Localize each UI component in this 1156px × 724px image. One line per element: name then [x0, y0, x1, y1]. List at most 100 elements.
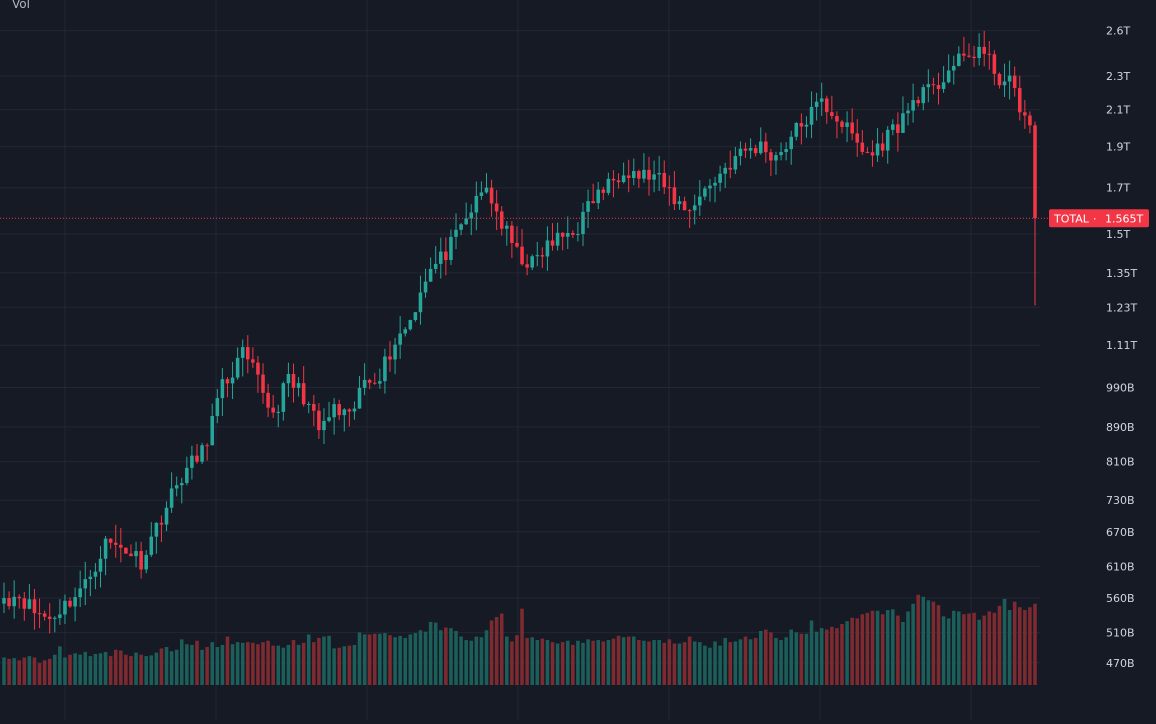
volume-bar	[789, 629, 793, 685]
candle-body	[484, 187, 489, 193]
volume-bar	[718, 645, 722, 685]
candle-body	[692, 205, 697, 211]
candle-body	[616, 180, 621, 183]
volume-bar	[774, 637, 778, 685]
volume-bar	[865, 612, 870, 685]
volume-bar	[119, 650, 123, 685]
volume-bar	[27, 656, 32, 685]
candle-body	[367, 379, 372, 383]
candle-body	[276, 411, 281, 413]
candle-body	[911, 100, 915, 111]
volume-bar	[449, 628, 453, 685]
volume-bar	[794, 632, 799, 685]
candle-body	[494, 203, 499, 212]
volume-bar	[799, 633, 804, 685]
candle-body	[520, 246, 524, 265]
candle-body	[1012, 75, 1017, 89]
volume-bar	[901, 621, 905, 685]
volume-bar	[1023, 610, 1027, 685]
volume-bar	[1007, 610, 1012, 685]
candle-body	[743, 148, 748, 151]
volume-bar	[906, 611, 910, 685]
volume-bar	[53, 654, 57, 685]
candle-body	[565, 232, 570, 237]
volume-bar	[489, 620, 494, 685]
candle-body	[596, 189, 600, 204]
volume-bar	[809, 620, 814, 685]
candle-body	[342, 409, 347, 416]
volume-bar	[479, 637, 484, 685]
volume-bar	[251, 642, 255, 685]
volume-bar	[662, 642, 667, 685]
volume-bar	[352, 644, 357, 685]
volume-bar	[631, 636, 636, 685]
volume-bar	[347, 645, 352, 685]
candle-body	[819, 98, 824, 102]
candle-body	[728, 167, 733, 170]
price-axis[interactable]: 2.6T 2.3T 2.1T 1.9T 1.7T 1.5T 1.35T 1.23T 1.11T 9…	[1106, 25, 1137, 670]
candle-body	[525, 264, 529, 268]
volume-bar	[474, 636, 479, 685]
volume-bar	[306, 634, 311, 685]
volume-bar	[855, 618, 860, 685]
candle-body	[779, 152, 783, 156]
candle-body	[814, 101, 819, 107]
y-tick-label: 810B	[1106, 456, 1135, 469]
candle-body	[804, 124, 809, 127]
volume-bar	[317, 637, 321, 685]
candle-body	[113, 542, 118, 545]
volume-bar	[835, 628, 839, 685]
candle-body	[896, 124, 900, 133]
volume-bar	[190, 644, 194, 685]
candle-body	[408, 320, 413, 330]
volume-bar	[195, 640, 199, 685]
volume-bar	[804, 633, 809, 685]
y-tick-label: 1.9T	[1106, 141, 1130, 154]
candle-body	[738, 148, 743, 157]
candle-body	[2, 598, 6, 604]
volume-bar	[357, 632, 362, 685]
volume-bar	[225, 636, 230, 685]
volume-bar	[647, 641, 651, 685]
volume-bar	[941, 616, 946, 685]
candle-body	[474, 195, 479, 213]
volume-bar	[459, 636, 463, 685]
candle-body	[444, 251, 448, 261]
volume-bar	[210, 642, 215, 685]
candle-body	[98, 558, 103, 572]
volume-bar	[672, 643, 677, 685]
volume-bar	[78, 654, 82, 685]
y-tick-label: 610B	[1106, 560, 1135, 573]
candle-body	[378, 381, 382, 384]
volume-bar	[946, 618, 951, 685]
candle-body	[454, 229, 458, 237]
candle-body	[733, 156, 738, 170]
volume-bar	[896, 615, 900, 685]
candle-body	[601, 189, 606, 193]
candle-body	[246, 347, 250, 360]
candle-body	[139, 551, 143, 570]
candle-body	[992, 54, 997, 74]
candle-body	[637, 171, 641, 179]
candle-body	[154, 522, 159, 537]
candle-body	[713, 182, 717, 186]
candle-body	[936, 85, 941, 89]
candle-body	[906, 110, 910, 114]
volume-bar	[565, 640, 570, 685]
candle-body	[7, 598, 11, 607]
candle-body	[835, 116, 839, 122]
candle-body	[469, 212, 474, 219]
candle-body	[581, 211, 585, 235]
volume-bar	[159, 648, 164, 685]
candle-body	[850, 122, 854, 134]
volume-bar	[12, 658, 16, 685]
volume-bar	[469, 640, 474, 685]
candle-body	[1028, 115, 1032, 126]
candles	[2, 30, 1037, 634]
volume-bar	[337, 647, 341, 685]
volume-bars	[2, 594, 1037, 685]
volume-bar	[484, 630, 489, 685]
candle-body	[235, 357, 240, 378]
